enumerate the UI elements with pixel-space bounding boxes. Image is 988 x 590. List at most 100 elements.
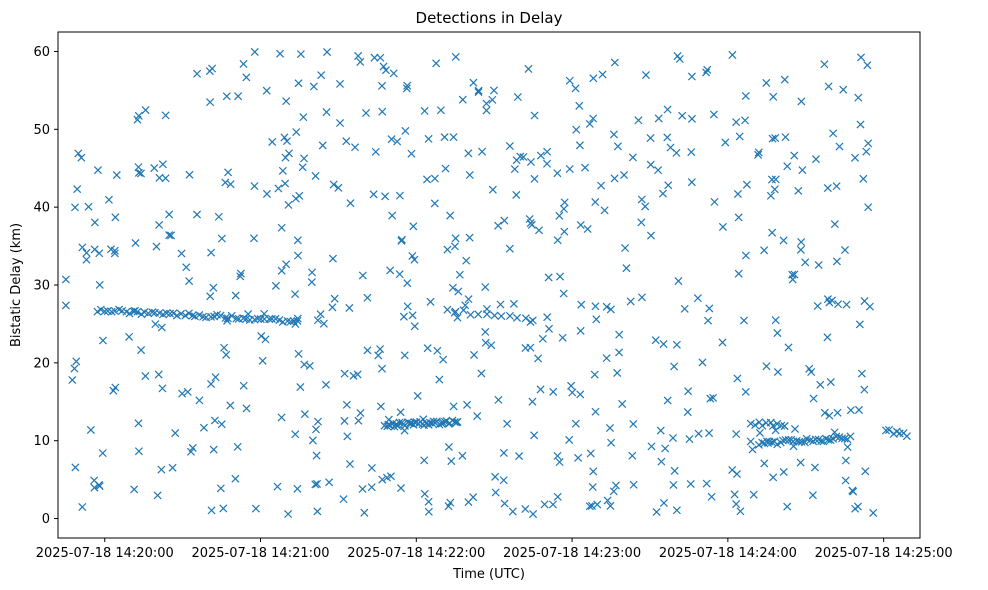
detection-marker <box>378 107 387 116</box>
detection-marker <box>234 92 243 101</box>
detection-marker <box>93 166 102 175</box>
detection-marker <box>869 508 878 517</box>
detection-marker <box>71 203 80 212</box>
detection-marker <box>613 142 622 151</box>
detection-marker <box>849 487 858 496</box>
detection-marker <box>152 242 161 251</box>
detection-marker <box>734 269 743 278</box>
detection-marker <box>687 178 696 187</box>
detection-marker <box>358 484 367 494</box>
detection-marker <box>600 206 609 215</box>
detection-marker <box>284 200 293 209</box>
detection-marker <box>811 155 821 164</box>
detection-marker <box>705 304 714 313</box>
detection-marker <box>843 443 852 452</box>
detection-marker <box>796 458 805 467</box>
detection-marker <box>598 70 607 79</box>
detection-marker <box>84 202 93 211</box>
detection-marker <box>824 82 833 91</box>
detection-marker <box>754 148 763 157</box>
detection-marker <box>195 396 204 405</box>
detection-marker <box>585 119 594 128</box>
detection-marker <box>613 368 622 377</box>
detection-marker <box>820 60 829 69</box>
detection-marker <box>702 479 711 488</box>
detection-marker <box>709 393 718 402</box>
detection-marker <box>343 432 352 441</box>
detection-marker <box>267 314 276 323</box>
detection-marker <box>741 251 750 260</box>
detection-marker <box>675 54 684 64</box>
detection-marker <box>568 388 577 397</box>
detection-marker <box>859 174 868 183</box>
detection-marker <box>760 246 769 255</box>
detection-marker <box>542 159 552 168</box>
detection-marker <box>733 374 742 383</box>
detection-marker <box>530 111 539 120</box>
detection-marker <box>133 307 142 316</box>
detection-marker <box>840 246 849 255</box>
detection-marker <box>808 491 817 500</box>
detection-marker <box>766 191 775 200</box>
detection-marker <box>464 295 473 304</box>
detection-marker <box>678 111 687 120</box>
x-axis: 2025-07-18 14:20:00 2025-07-18 14:21:00 20… <box>36 538 953 561</box>
detection-marker <box>184 309 193 318</box>
detection-marker <box>513 93 522 102</box>
detection-marker <box>521 343 530 353</box>
detection-marker <box>363 346 372 355</box>
detection-marker <box>748 445 757 454</box>
detection-marker <box>455 270 464 279</box>
detection-marker <box>602 302 611 311</box>
detection-marker <box>851 504 860 513</box>
detection-marker <box>577 300 586 309</box>
detection-marker <box>571 84 580 93</box>
detection-marker <box>777 421 786 430</box>
detection-marker <box>313 316 322 325</box>
detection-marker <box>801 258 810 267</box>
detection-marker <box>141 372 150 381</box>
detection-marker <box>553 236 562 245</box>
detection-marker <box>816 380 825 389</box>
detection-marker <box>718 222 727 231</box>
detection-marker <box>591 197 600 207</box>
detection-marker <box>293 251 303 260</box>
detection-marker <box>155 173 164 182</box>
detection-marker <box>855 320 864 329</box>
detection-marker <box>810 463 819 472</box>
detection-marker <box>95 280 104 289</box>
detection-marker <box>706 394 715 403</box>
detection-marker <box>856 53 866 62</box>
detection-marker <box>669 480 678 490</box>
detection-marker <box>206 312 215 321</box>
detection-marker <box>528 397 537 406</box>
detection-marker <box>387 135 396 144</box>
detection-marker <box>371 147 380 156</box>
detection-marker <box>609 130 618 139</box>
detection-marker <box>703 65 712 74</box>
detection-marker <box>790 151 799 160</box>
detection-marker <box>470 350 479 359</box>
detection-marker <box>672 340 681 349</box>
detection-marker <box>693 294 702 303</box>
detection-marker <box>110 306 119 316</box>
detection-marker <box>250 182 259 191</box>
detection-marker <box>73 185 82 194</box>
detection-marker <box>482 99 491 108</box>
detection-marker <box>790 270 799 279</box>
detection-marker <box>530 431 539 440</box>
detection-marker <box>430 199 439 208</box>
detection-marker <box>367 463 376 473</box>
detection-marker <box>718 338 727 347</box>
detection-marker <box>762 362 771 371</box>
detection-marker <box>576 390 585 399</box>
detection-marker <box>95 482 104 491</box>
detection-marker <box>440 133 449 142</box>
detection-marker <box>311 480 320 489</box>
detection-marker <box>637 218 646 227</box>
detection-marker <box>72 357 81 366</box>
detection-marker <box>282 97 291 106</box>
detection-marker <box>141 106 150 115</box>
detection-marker <box>329 180 338 189</box>
detection-marker <box>426 297 435 306</box>
